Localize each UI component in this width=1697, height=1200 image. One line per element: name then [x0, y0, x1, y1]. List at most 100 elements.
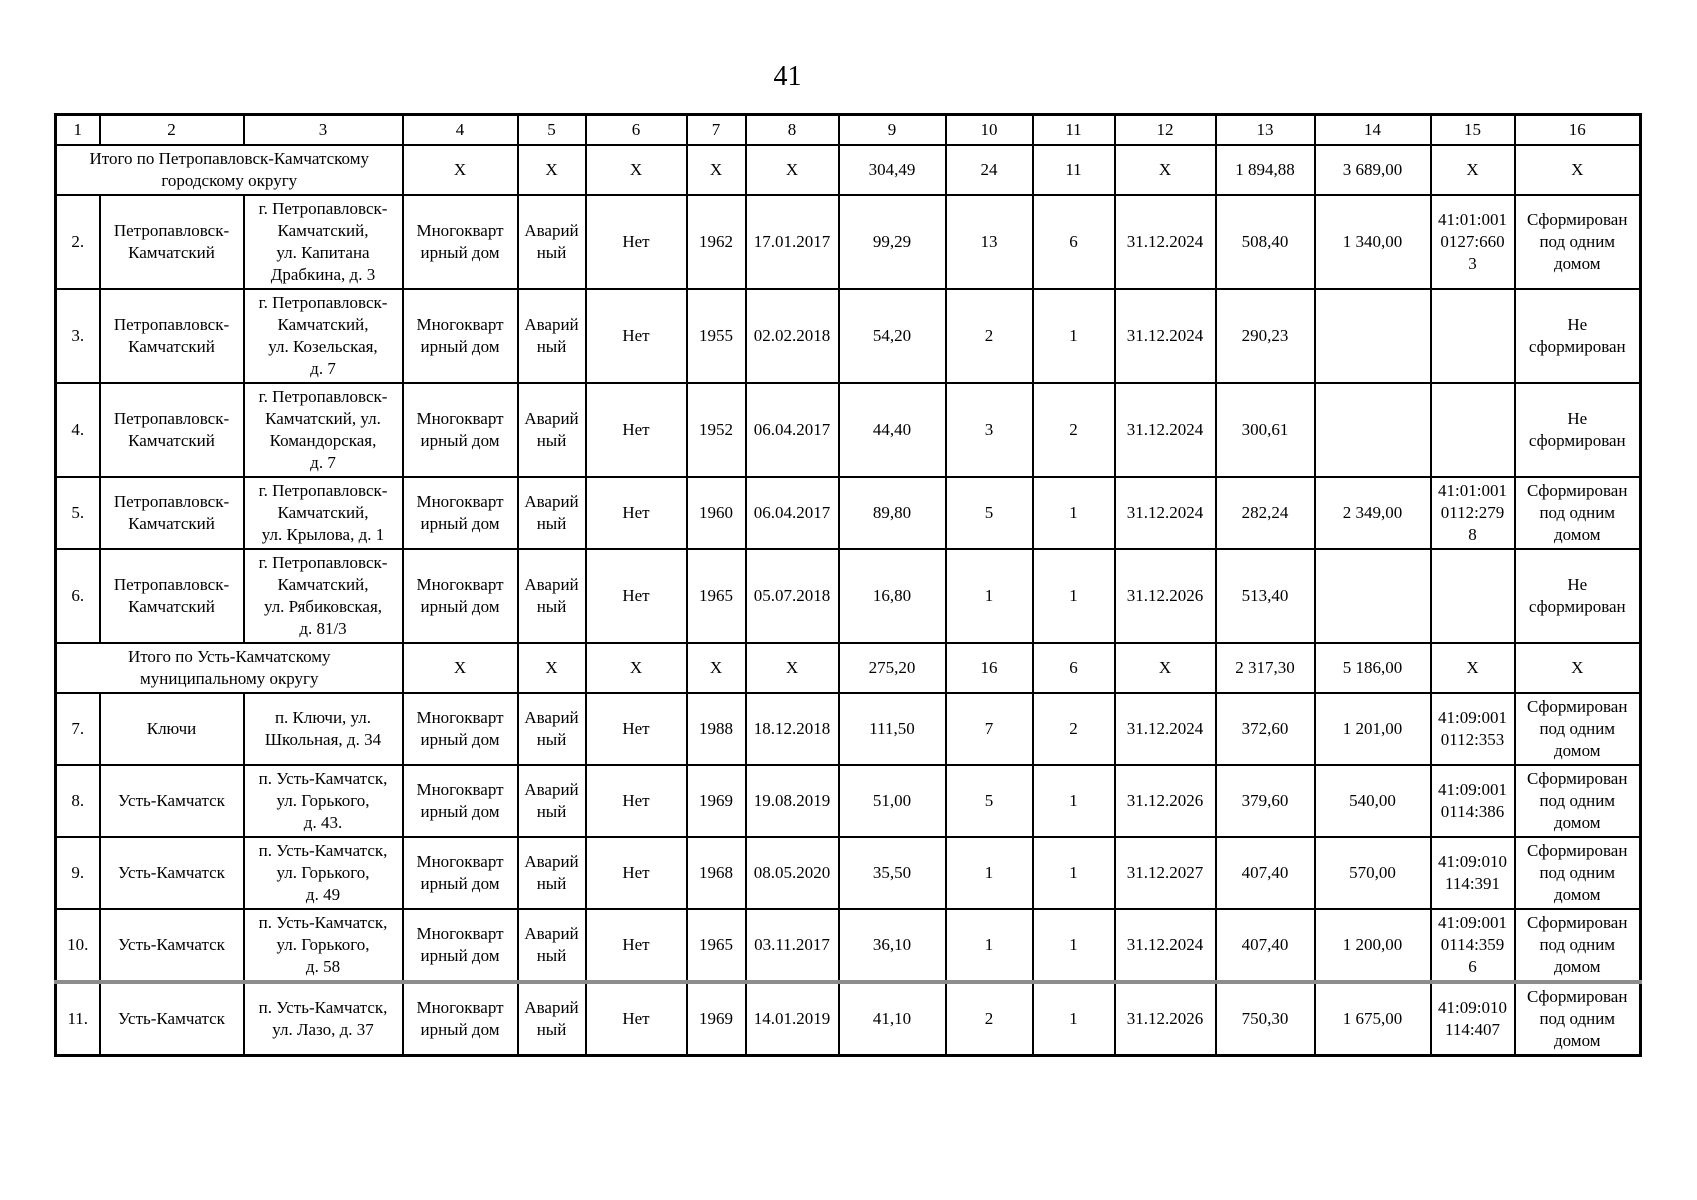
building-row: 9. Усть-Камчатск п. Усть-Камчатск, ул. Гор…: [54, 836, 1642, 910]
column-number: 7: [685, 113, 747, 146]
land-plot-status-cell: Сформирован под одним домом: [1513, 980, 1642, 1057]
house-type-cell: Многокварт ирный дом: [401, 194, 519, 290]
total-value-cell: 2 317,30: [1214, 642, 1316, 694]
total-value-cell: X: [1113, 144, 1217, 196]
settlement-cell: Петропавловск- Камчатский: [98, 382, 245, 478]
condition-cell: Аварий ный: [516, 980, 587, 1057]
recognition-date-cell: 17.01.2017: [744, 194, 840, 290]
column-number: 13: [1214, 113, 1316, 146]
total-value-cell: 304,49: [837, 144, 947, 196]
column-number: 10: [944, 113, 1034, 146]
row-number-cell: 10.: [54, 908, 101, 983]
row-number-cell: 11.: [54, 980, 101, 1057]
row-number-cell: 3.: [54, 288, 101, 384]
no-flag-cell: Нет: [584, 836, 688, 910]
address-cell: г. Петропавловск- Камчатский, ул. Козель…: [242, 288, 404, 384]
cost-cell: 540,00: [1313, 764, 1432, 838]
amount-cell: 407,40: [1214, 836, 1316, 910]
residents-cell: 2: [944, 288, 1034, 384]
deadline-cell: 31.12.2024: [1113, 908, 1217, 983]
amount-cell: 372,60: [1214, 692, 1316, 766]
residents-cell: 2: [944, 980, 1034, 1057]
cadastral-number-cell: 41:09:001 0114:386: [1429, 764, 1516, 838]
condition-cell: Аварий ный: [516, 548, 587, 644]
residents-cell: 3: [944, 382, 1034, 478]
building-row: 5. Петропавловск- Камчатский г. Петропавло…: [54, 476, 1642, 550]
premises-cell: 1: [1031, 764, 1116, 838]
total-value-cell: 11: [1031, 144, 1116, 196]
total-value-cell: X: [1429, 144, 1516, 196]
deadline-cell: 31.12.2024: [1113, 382, 1217, 478]
row-number-cell: 5.: [54, 476, 101, 550]
house-type-cell: Многокварт ирный дом: [401, 548, 519, 644]
column-number: 9: [837, 113, 947, 146]
deadline-cell: 31.12.2024: [1113, 692, 1217, 766]
recognition-date-cell: 05.07.2018: [744, 548, 840, 644]
deadline-cell: 31.12.2027: [1113, 836, 1217, 910]
cadastral-number-cell: 41:09:001 0112:353: [1429, 692, 1516, 766]
recognition-date-cell: 06.04.2017: [744, 382, 840, 478]
total-value-cell: 1 894,88: [1214, 144, 1316, 196]
year-built-cell: 1962: [685, 194, 747, 290]
row-number-cell: 6.: [54, 548, 101, 644]
total-value-cell: X: [401, 144, 519, 196]
premises-cell: 1: [1031, 908, 1116, 983]
address-cell: п. Усть-Камчатск, ул. Горького, д. 43.: [242, 764, 404, 838]
residents-cell: 5: [944, 476, 1034, 550]
no-flag-cell: Нет: [584, 476, 688, 550]
column-number: 6: [584, 113, 688, 146]
total-value-cell: 24: [944, 144, 1034, 196]
address-cell: п. Усть-Камчатск, ул. Лазо, д. 37: [242, 980, 404, 1057]
row-number-cell: 8.: [54, 764, 101, 838]
column-number: 3: [242, 113, 404, 146]
total-value-cell: X: [584, 144, 688, 196]
deadline-cell: 31.12.2026: [1113, 764, 1217, 838]
area-cell: 51,00: [837, 764, 947, 838]
amount-cell: 750,30: [1214, 980, 1316, 1057]
total-label: Итого по Усть-Камчатскому муниципальному…: [54, 642, 404, 694]
table-body: Итого по Петропавловск-Камчатскому город…: [54, 144, 1642, 1057]
settlement-cell: Петропавловск- Камчатский: [98, 194, 245, 290]
land-plot-status-cell: Не сформирован: [1513, 288, 1642, 384]
total-value-cell: X: [516, 642, 587, 694]
house-type-cell: Многокварт ирный дом: [401, 692, 519, 766]
premises-cell: 1: [1031, 476, 1116, 550]
column-number: 8: [744, 113, 840, 146]
area-cell: 41,10: [837, 980, 947, 1057]
amount-cell: 513,40: [1214, 548, 1316, 644]
total-value-cell: X: [1113, 642, 1217, 694]
column-numbers-header: 1 2 3 4 5 6 7 8 9 10 11 12 13 14 15 16: [54, 113, 1642, 146]
cost-cell: 2 349,00: [1313, 476, 1432, 550]
no-flag-cell: Нет: [584, 288, 688, 384]
cadastral-number-cell: 41:01:001 0112:279 8: [1429, 476, 1516, 550]
residents-cell: 7: [944, 692, 1034, 766]
house-type-cell: Многокварт ирный дом: [401, 908, 519, 983]
area-cell: 99,29: [837, 194, 947, 290]
premises-cell: 1: [1031, 548, 1116, 644]
land-plot-status-cell: Сформирован под одним домом: [1513, 764, 1642, 838]
total-value-cell: X: [685, 144, 747, 196]
amount-cell: 508,40: [1214, 194, 1316, 290]
deadline-cell: 31.12.2026: [1113, 548, 1217, 644]
premises-cell: 2: [1031, 382, 1116, 478]
recognition-date-cell: 02.02.2018: [744, 288, 840, 384]
emergency-housing-register-table: 1 2 3 4 5 6 7 8 9 10 11 12 13 14 15 16 Итого по Петропа…: [54, 113, 1642, 1057]
total-value-cell: X: [401, 642, 519, 694]
total-value-cell: X: [1513, 144, 1642, 196]
amount-cell: 290,23: [1214, 288, 1316, 384]
building-row: 8. Усть-Камчатск п. Усть-Камчатск, ул. Гор…: [54, 764, 1642, 838]
address-cell: г. Петропавловск- Камчатский, ул. Капита…: [242, 194, 404, 290]
column-number: 11: [1031, 113, 1116, 146]
cost-cell: [1313, 382, 1432, 478]
condition-cell: Аварий ный: [516, 692, 587, 766]
land-plot-status-cell: Сформирован под одним домом: [1513, 692, 1642, 766]
deadline-cell: 31.12.2024: [1113, 476, 1217, 550]
land-plot-status-cell: Сформирован под одним домом: [1513, 836, 1642, 910]
cost-cell: 1 340,00: [1313, 194, 1432, 290]
deadline-cell: 31.12.2024: [1113, 194, 1217, 290]
cadastral-number-cell: 41:09:010 114:407: [1429, 980, 1516, 1057]
column-number: 14: [1313, 113, 1432, 146]
recognition-date-cell: 18.12.2018: [744, 692, 840, 766]
total-value-cell: X: [685, 642, 747, 694]
